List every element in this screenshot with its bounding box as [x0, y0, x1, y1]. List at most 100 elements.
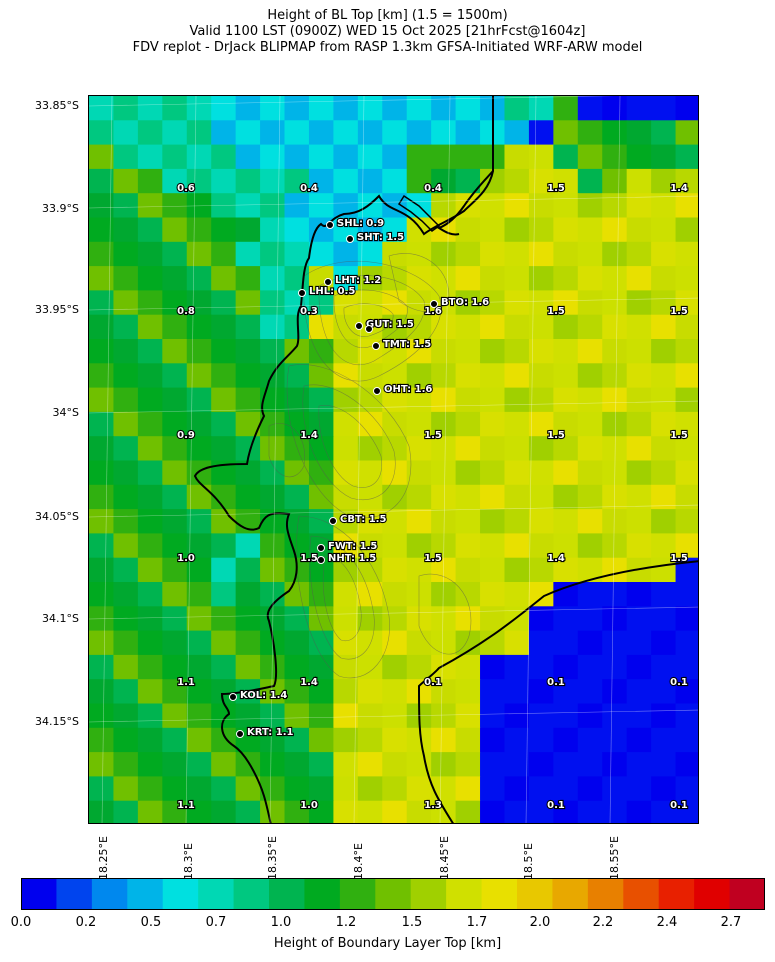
heatmap-cell [186, 96, 212, 121]
heatmap-cell [675, 290, 698, 316]
site-label: GUT: 1.5 [366, 319, 414, 330]
heatmap-cell [528, 266, 554, 291]
heatmap-cell [382, 217, 408, 243]
heatmap-cell [480, 193, 506, 219]
heatmap-cell [211, 800, 237, 823]
colorbar-swatch [198, 878, 235, 910]
heatmap-cell [137, 96, 163, 121]
colorbar-swatch [269, 878, 305, 910]
heatmap-cell [162, 193, 188, 219]
heatmap-cell [113, 290, 139, 316]
heatmap-cell [162, 168, 188, 194]
heatmap-cell [235, 120, 261, 146]
colorbar-tick-label: 0.2 [75, 915, 97, 930]
heatmap-cell [577, 606, 603, 632]
heatmap-cell [577, 776, 603, 802]
heatmap-cell [577, 509, 603, 534]
heatmap-cell [284, 654, 310, 680]
heatmap-cell [162, 96, 188, 121]
heatmap-cell [137, 193, 163, 219]
heatmap-cell [137, 411, 163, 437]
grid-value-label: 1.5 [547, 183, 565, 194]
colorbar-tick-label: 1.7 [466, 915, 488, 930]
heatmap-cell [113, 387, 139, 413]
heatmap-cell [235, 582, 261, 607]
heatmap-cell [626, 582, 652, 607]
heatmap-cell [675, 193, 698, 219]
heatmap-cell [113, 533, 139, 559]
heatmap-cell [89, 509, 115, 534]
colorbar-tick-label: 0.7 [205, 915, 227, 930]
heatmap-cell [577, 727, 603, 753]
heatmap-cell [553, 193, 579, 219]
heatmap-cell [577, 217, 603, 243]
heatmap-cell [382, 96, 408, 121]
heatmap-cell [89, 387, 115, 413]
colorbar-tick-label: 1.5 [401, 915, 423, 930]
colorbar-swatch [517, 878, 553, 910]
colorbar-swatch [587, 878, 624, 910]
heatmap-cell [137, 168, 163, 194]
heatmap-cell [626, 436, 652, 462]
heatmap-cell [382, 557, 408, 583]
heatmap-cell [113, 363, 139, 389]
heatmap-cell [480, 363, 506, 389]
heatmap-cell [626, 654, 652, 680]
heatmap-cell [651, 144, 677, 170]
colorbar-swatch [694, 878, 731, 910]
heatmap-cell [162, 217, 188, 243]
heatmap-cell [357, 800, 383, 823]
heatmap-cell [186, 120, 212, 146]
colorbar-tick-label: 2.2 [592, 915, 614, 930]
heatmap-cell [431, 436, 457, 462]
heatmap-cell [528, 630, 554, 656]
heatmap-cell [431, 606, 457, 632]
site-label: KRT: 1.1 [247, 727, 294, 738]
heatmap-cell [675, 387, 698, 413]
parallel-line [89, 504, 698, 518]
heatmap-cell [675, 679, 698, 705]
heatmap-cell [553, 387, 579, 413]
heatmap-cell [382, 800, 408, 823]
heatmap-cell [577, 654, 603, 680]
heatmap-cell [211, 217, 237, 243]
heatmap-cell [284, 241, 310, 267]
heatmap-cell [675, 339, 698, 364]
heatmap-cell [89, 363, 115, 389]
heatmap-cell [602, 387, 628, 413]
colorbar-tick-label: 2.7 [720, 915, 742, 930]
heatmap-cell [480, 266, 506, 291]
heatmap-cell [553, 509, 579, 534]
colorbar-swatch [127, 878, 164, 910]
heatmap-cell [382, 606, 408, 632]
heatmap-cell [162, 533, 188, 559]
heatmap-cell [186, 557, 212, 583]
heatmap-cell [528, 776, 554, 802]
heatmap-cell [528, 606, 554, 632]
heatmap-cell [602, 727, 628, 753]
colorbar-swatch [481, 878, 518, 910]
heatmap-cell [260, 606, 286, 632]
heatmap-cell [480, 460, 506, 486]
heatmap-cell [113, 241, 139, 267]
heatmap-cell [382, 339, 408, 364]
heatmap-cell [577, 387, 603, 413]
meridian-line [439, 96, 451, 823]
grid-value-label: 1.5 [547, 430, 565, 441]
heatmap-cell [602, 800, 628, 823]
heatmap-cell [528, 484, 554, 510]
heatmap-cell [675, 144, 698, 170]
meridian-line [101, 96, 113, 823]
colorbar-swatch [56, 878, 93, 910]
heatmap-cell [455, 679, 481, 705]
heatmap-cell [89, 217, 115, 243]
heatmap-cell [602, 314, 628, 340]
heatmap-cell [406, 533, 432, 559]
heatmap-cell [504, 509, 530, 534]
heatmap-cell [455, 387, 481, 413]
heatmap-cell [651, 509, 677, 534]
heatmap-cell [357, 533, 383, 559]
heatmap-cell [162, 144, 188, 170]
heatmap-cell [528, 120, 554, 146]
